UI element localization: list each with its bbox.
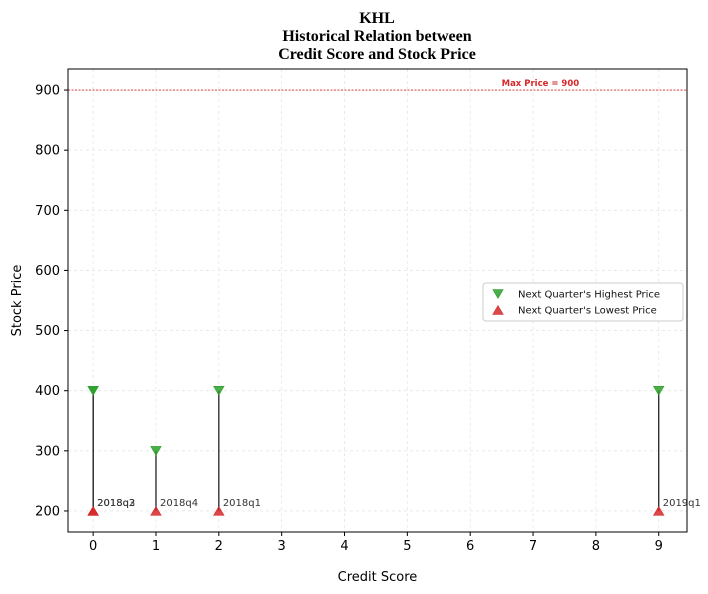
x-tick-label: 6 bbox=[466, 539, 474, 554]
y-tick-label: 900 bbox=[35, 84, 60, 99]
chart-title-line: KHL bbox=[359, 10, 395, 27]
x-tick-label: 9 bbox=[655, 539, 663, 554]
y-axis: 200 300 400 500 600 700 800 900 bbox=[35, 84, 68, 519]
x-tick-label: 8 bbox=[592, 539, 600, 554]
lowest-price-marker bbox=[150, 505, 162, 516]
x-tick-label: 0 bbox=[89, 539, 97, 554]
y-tick-label: 600 bbox=[35, 264, 60, 279]
highest-price-marker bbox=[87, 385, 99, 396]
lowest-price-marker bbox=[652, 505, 665, 516]
y-tick-label: 500 bbox=[35, 324, 60, 339]
legend-box bbox=[482, 282, 684, 322]
quarter-label: 2019q1 bbox=[663, 498, 701, 509]
quarter-label: 2018q1 bbox=[223, 498, 261, 509]
quarter-label: 2018q4 bbox=[160, 498, 198, 509]
data-markers bbox=[87, 385, 665, 516]
x-tick-label: 2 bbox=[215, 539, 223, 554]
quarter-label: 2018q3 bbox=[97, 498, 135, 509]
x-tick-label: 5 bbox=[403, 539, 411, 554]
y-tick-label: 400 bbox=[35, 384, 60, 399]
quarter-label: 2018q2 bbox=[97, 498, 135, 509]
x-tick-label: 3 bbox=[278, 539, 286, 554]
y-tick-label: 800 bbox=[35, 144, 60, 159]
y-tick-label: 300 bbox=[35, 444, 60, 459]
price-range-stems bbox=[92, 390, 660, 511]
legend: Next Quarter's Highest Price Next Quarter… bbox=[482, 282, 684, 322]
plot-frame bbox=[67, 68, 688, 533]
x-axis: 0 1 2 3 4 5 6 7 8 9 bbox=[89, 532, 663, 554]
highest-price-marker bbox=[150, 446, 162, 456]
y-tick-label: 700 bbox=[35, 204, 60, 219]
y-axis-label: Stock Price bbox=[10, 265, 25, 337]
highest-price-marker bbox=[213, 385, 225, 396]
legend-entry-label: Next Quarter's Lowest Price bbox=[518, 306, 657, 317]
x-tick-label: 1 bbox=[152, 539, 160, 554]
lowest-price-marker bbox=[87, 505, 99, 516]
x-axis-label: Credit Score bbox=[338, 570, 418, 585]
legend-entry-label: Next Quarter's Highest Price bbox=[518, 290, 660, 301]
x-tick-label: 7 bbox=[529, 539, 537, 554]
highest-price-marker bbox=[652, 385, 665, 396]
max-price-label: Max Price = 900 bbox=[502, 79, 580, 89]
chart-title-line: Historical Relation between bbox=[282, 28, 471, 45]
lowest-price-marker bbox=[213, 505, 225, 516]
chart-title-line: Credit Score and Stock Price bbox=[278, 46, 476, 63]
max-price-reference: Max Price = 900 bbox=[68, 79, 687, 91]
x-tick-label: 4 bbox=[340, 539, 348, 554]
y-tick-label: 200 bbox=[35, 504, 60, 519]
legend-highest-marker bbox=[492, 289, 504, 300]
legend-lowest-marker bbox=[492, 304, 504, 315]
